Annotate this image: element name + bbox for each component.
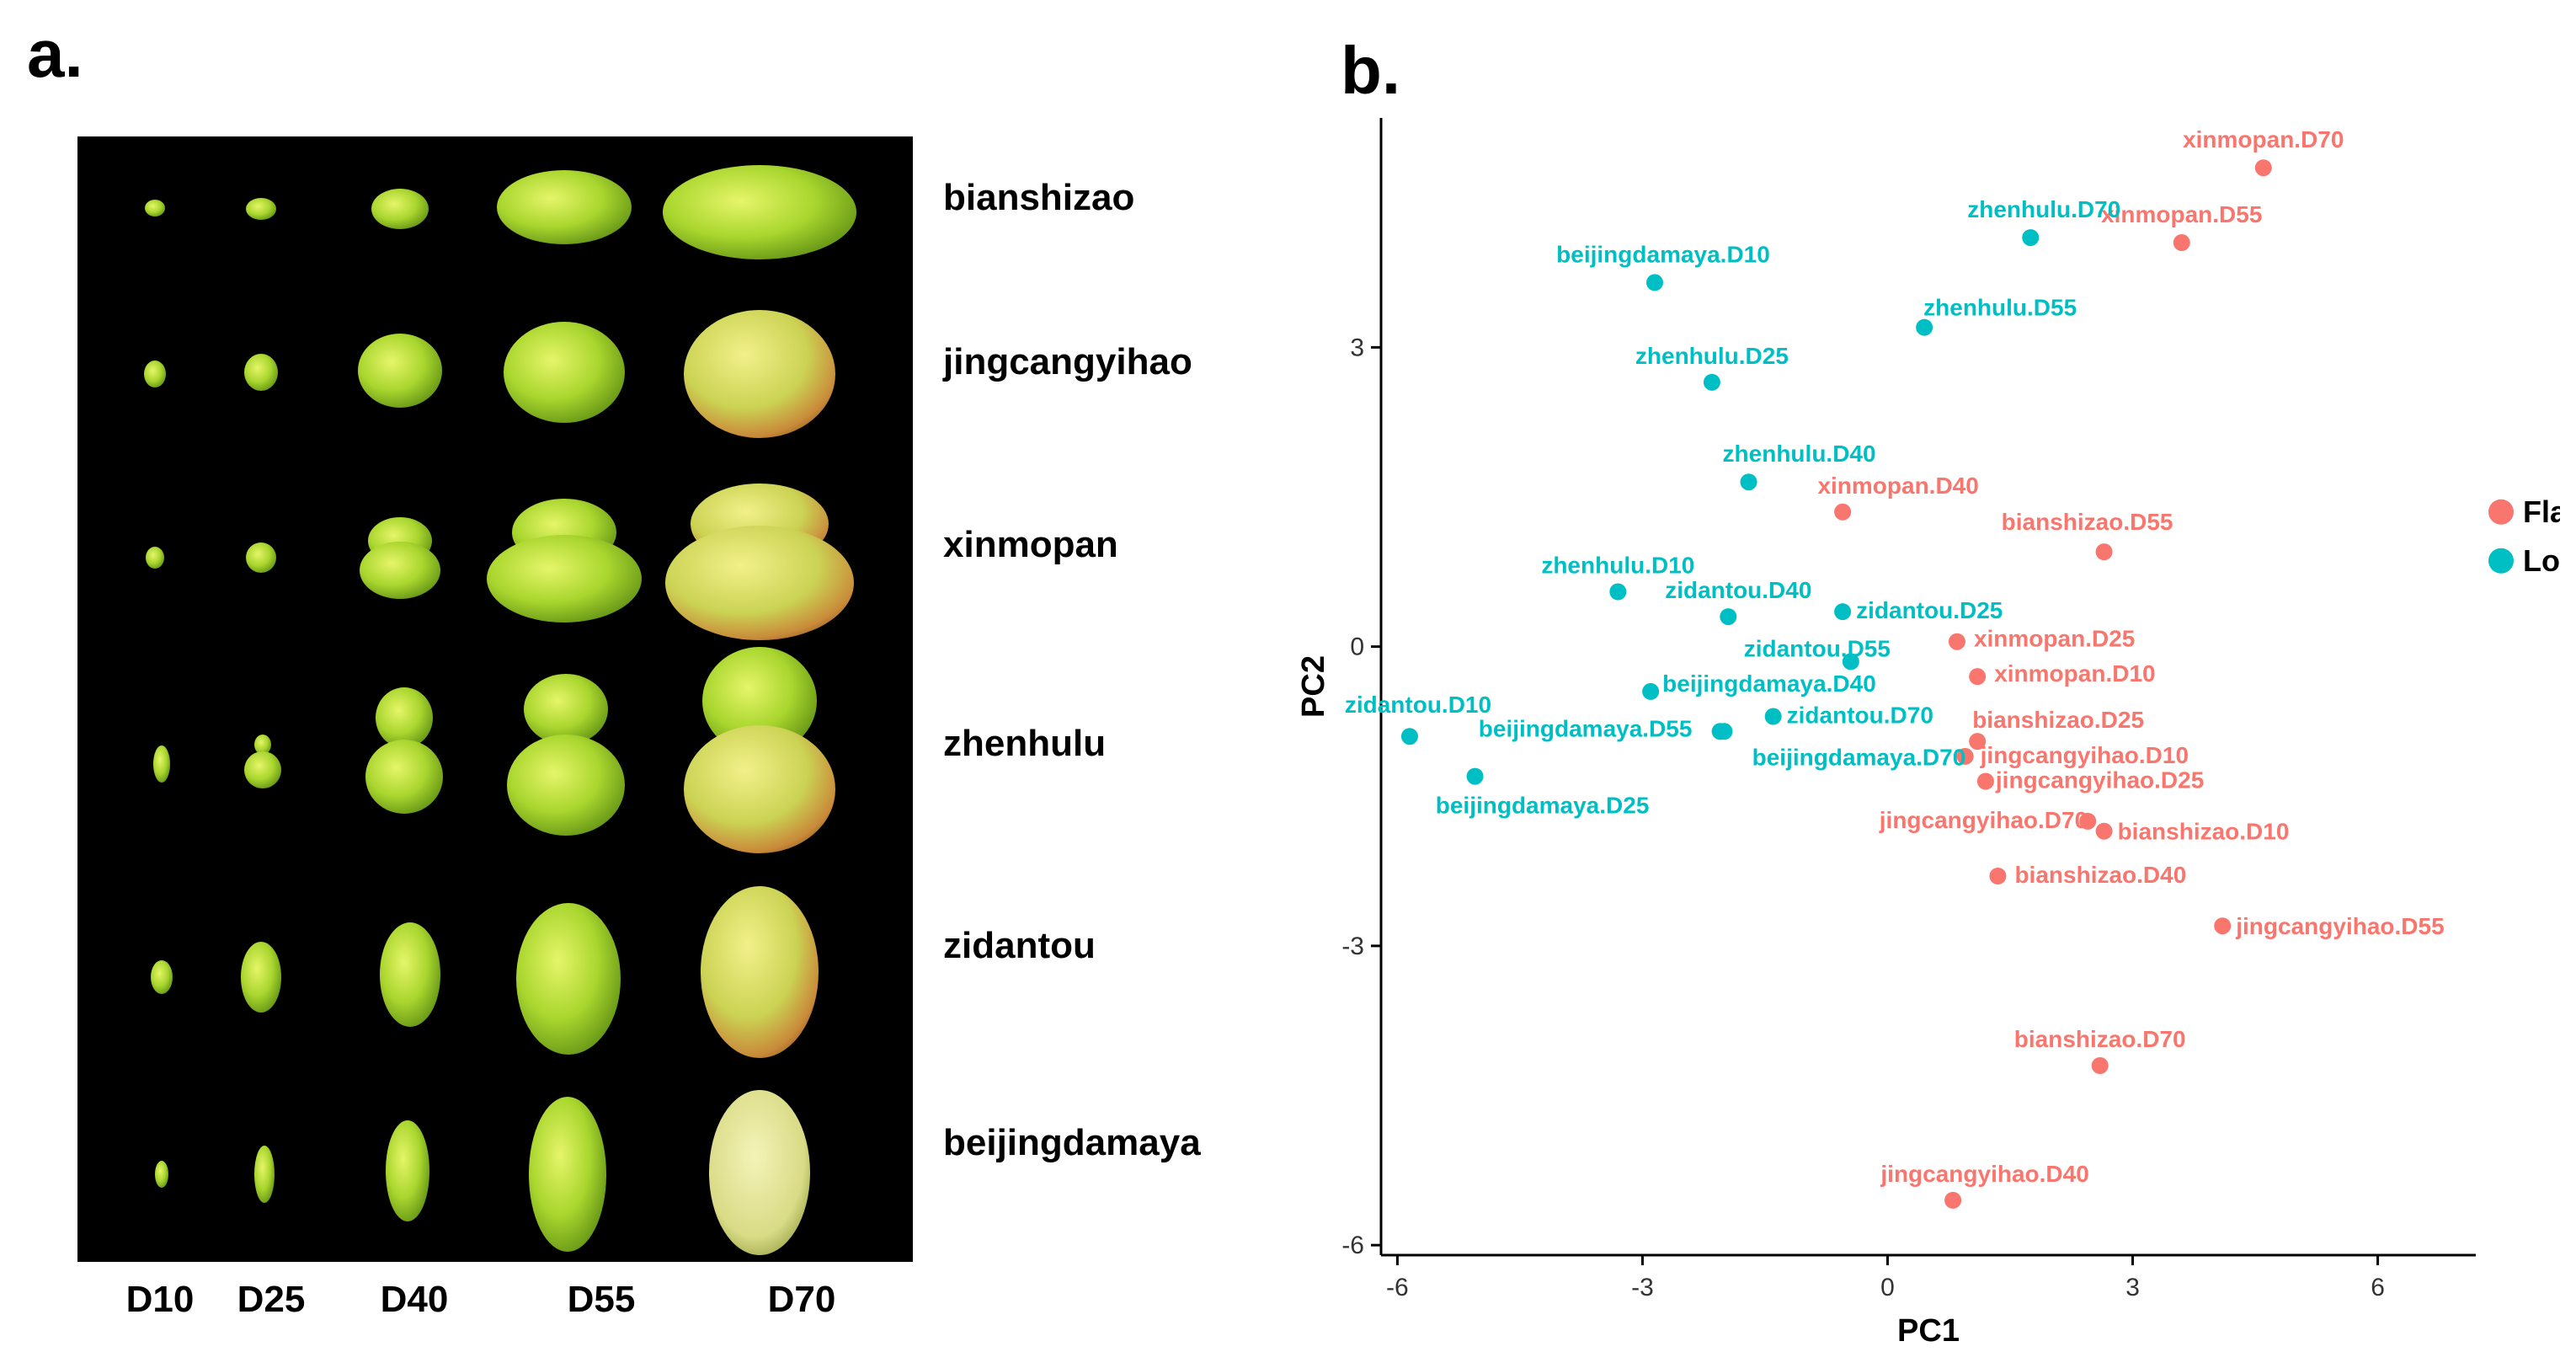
point-xinmopan.D55 xyxy=(2173,234,2190,252)
point-jingcangyihao.D10 xyxy=(1956,747,1974,765)
fruit-row-beijingdamaya xyxy=(155,1090,810,1255)
point-label-beijingdamaya.D40: beijingdamaya.D40 xyxy=(1662,671,1876,697)
point-beijingdamaya.D70 xyxy=(1715,723,1733,740)
fruit-development-photo xyxy=(77,136,913,1262)
x-tick-label: 3 xyxy=(2125,1274,2140,1301)
x-tick-label: -3 xyxy=(1631,1274,1654,1301)
fruit-row-bianshizao xyxy=(145,165,856,259)
point-beijingdamaya.D25 xyxy=(1466,767,1484,785)
point-bianshizao.D40 xyxy=(1989,868,2007,884)
y-tick-label: 0 xyxy=(1350,633,1364,661)
point-label-zhenhulu.D40: zhenhulu.D40 xyxy=(1723,441,1876,467)
point-label-beijingdamaya.D10: beijingdamaya.D10 xyxy=(1556,241,1770,267)
point-label-zhenhulu.D25: zhenhulu.D25 xyxy=(1635,343,1789,369)
point-label-jingcangyihao.D70: jingcangyihao.D70 xyxy=(1879,807,2088,833)
point-jingcangyihao.D25 xyxy=(1976,772,1994,790)
panel-a-label: a. xyxy=(27,16,83,91)
pca-axes: -6 -3 0 3 6 -6 -3 0 3 PC1 PC2 xyxy=(1297,118,2476,1349)
point-jingcangyihao.D40 xyxy=(1944,1191,1962,1209)
point-zidantou.D70 xyxy=(1764,708,1782,725)
point-bianshizao.D70 xyxy=(2091,1057,2109,1074)
pca-points: xinmopan.D70 xinmopan.D55 xinmopan.D40 bian… xyxy=(1345,126,2445,1209)
point-zhenhulu.D55 xyxy=(1916,318,1933,336)
point-zidantou.D10 xyxy=(1400,728,1418,745)
point-bianshizao.D10 xyxy=(2095,822,2113,840)
point-label-zhenhulu.D55: zhenhulu.D55 xyxy=(1923,295,2077,321)
point-bianshizao.D25 xyxy=(1969,733,1987,751)
point-xinmopan.D10 xyxy=(1969,668,1987,686)
point-label-jingcangyihao.D55: jingcangyihao.D55 xyxy=(2235,913,2444,939)
point-zhenhulu.D70 xyxy=(2022,229,2040,247)
variety-label-bianshizao: bianshizao xyxy=(943,177,1135,218)
point-bianshizao.D55 xyxy=(2095,543,2113,561)
point-label-jingcangyihao.D10: jingcangyihao.D10 xyxy=(1980,742,2189,768)
point-label-jingcangyihao.D40: jingcangyihao.D40 xyxy=(1880,1161,2088,1187)
point-label-beijingdamaya.D25: beijingdamaya.D25 xyxy=(1436,793,1650,819)
point-label-bianshizao.D40: bianshizao.D40 xyxy=(2014,862,2186,888)
point-zidantou.D25 xyxy=(1834,603,1852,621)
point-label-bianshizao.D25: bianshizao.D25 xyxy=(1972,707,2144,733)
point-zidantou.D55 xyxy=(1842,653,1859,671)
point-label-jingcangyihao.D25: jingcangyihao.D25 xyxy=(1995,767,2204,794)
legend-label-long: Long xyxy=(2523,543,2560,578)
legend-swatch-long xyxy=(2488,548,2514,574)
point-label-bianshizao.D10: bianshizao.D10 xyxy=(2118,819,2290,845)
point-jingcangyihao.D55 xyxy=(2214,917,2232,935)
stage-label-d25: D25 xyxy=(237,1279,306,1320)
point-beijingdamaya.D10 xyxy=(1646,274,1663,291)
point-zidantou.D40 xyxy=(1720,608,1737,626)
point-label-xinmopan.D70: xinmopan.D70 xyxy=(2183,126,2344,152)
y-tick-label: -3 xyxy=(1341,932,1364,960)
fruit-row-zhenhulu xyxy=(153,647,835,853)
point-label-zidantou.D70: zidantou.D70 xyxy=(1787,703,1933,729)
y-tick-label: 3 xyxy=(1350,334,1364,361)
point-label-bianshizao.D70: bianshizao.D70 xyxy=(2014,1026,2186,1052)
panel-b-label: b. xyxy=(1341,33,1401,108)
point-label-zhenhulu.D70: zhenhulu.D70 xyxy=(1967,196,2120,222)
legend-label-flat: Flat xyxy=(2523,494,2560,529)
fruit-row-jingcangyihao xyxy=(144,310,835,438)
stage-label-d10: D10 xyxy=(125,1279,195,1320)
point-zhenhulu.D10 xyxy=(1609,583,1627,601)
x-tick-label: -6 xyxy=(1386,1274,1409,1301)
point-label-xinmopan.D40: xinmopan.D40 xyxy=(1817,473,1978,499)
point-label-zidantou.D25: zidantou.D25 xyxy=(1856,597,2003,623)
x-axis-title: PC1 xyxy=(1897,1313,1960,1349)
point-zhenhulu.D25 xyxy=(1703,373,1720,391)
point-xinmopan.D25 xyxy=(1948,633,1965,650)
fruit-row-xinmopan xyxy=(146,484,854,640)
point-label-zidantou.D55: zidantou.D55 xyxy=(1744,635,1891,661)
point-label-beijingdamaya.D55: beijingdamaya.D55 xyxy=(1479,715,1693,741)
point-beijingdamaya.D40 xyxy=(1642,682,1660,700)
point-jingcangyihao.D70 xyxy=(2079,812,2097,830)
point-label-xinmopan.D25: xinmopan.D25 xyxy=(1974,626,2135,652)
variety-label-beijingdamaya: beijingdamaya xyxy=(943,1122,1201,1163)
point-label-zidantou.D10: zidantou.D10 xyxy=(1345,692,1491,718)
point-label-xinmopan.D55: xinmopan.D55 xyxy=(2101,201,2262,227)
point-xinmopan.D40 xyxy=(1834,503,1852,521)
point-label-bianshizao.D55: bianshizao.D55 xyxy=(2002,509,2173,535)
x-tick-label: 6 xyxy=(2371,1274,2385,1301)
point-xinmopan.D70 xyxy=(2254,159,2272,177)
point-zhenhulu.D40 xyxy=(1740,473,1757,491)
pca-legend: Flat Long xyxy=(2488,494,2560,578)
fruit-row-zidantou xyxy=(151,886,819,1058)
y-axis-title: PC2 xyxy=(1297,655,1331,718)
point-label-xinmopan.D10: xinmopan.D10 xyxy=(1994,660,2155,687)
stage-label-d55: D55 xyxy=(567,1279,636,1320)
variety-label-zhenhulu: zhenhulu xyxy=(943,723,1107,764)
point-label-zhenhulu.D10: zhenhulu.D10 xyxy=(1541,553,1694,579)
variety-label-xinmopan: xinmopan xyxy=(943,524,1118,565)
point-label-beijingdamaya.D70: beijingdamaya.D70 xyxy=(1752,744,1966,770)
stage-label-d70: D70 xyxy=(767,1279,836,1320)
variety-label-jingcangyihao: jingcangyihao xyxy=(943,341,1192,382)
fruit-photo-illustration xyxy=(144,165,856,1255)
variety-label-zidantou: zidantou xyxy=(943,925,1096,966)
stage-label-d40: D40 xyxy=(380,1279,449,1320)
point-label-zidantou.D40: zidantou.D40 xyxy=(1665,577,1811,603)
x-tick-label: 0 xyxy=(1880,1274,1895,1301)
legend-swatch-flat xyxy=(2488,499,2514,525)
y-tick-label: -6 xyxy=(1341,1232,1364,1259)
